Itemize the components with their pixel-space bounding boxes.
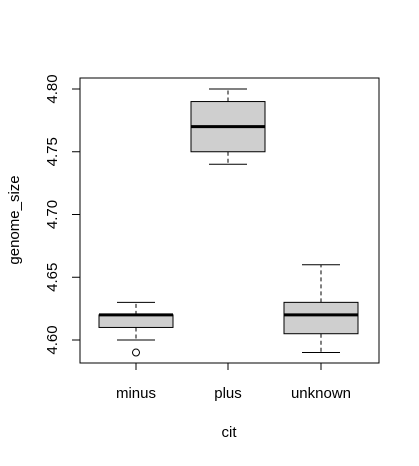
x-tick-label: plus — [214, 385, 242, 402]
box-iqr — [99, 315, 173, 328]
x-axis: minus plus unknown — [116, 363, 351, 402]
boxes-group — [99, 89, 358, 356]
x-tick-label: unknown — [291, 385, 351, 402]
box-iqr — [284, 302, 358, 333]
y-tick-label: 4.75 — [44, 137, 61, 166]
box-plus — [191, 89, 265, 164]
y-tick-label: 4.65 — [44, 263, 61, 292]
y-axis-label: genome_size — [6, 175, 23, 264]
y-tick-label: 4.70 — [44, 200, 61, 229]
y-axis: 4.60 4.65 4.70 4.75 4.80 — [44, 74, 80, 354]
outlier-point — [133, 349, 140, 356]
y-tick-label: 4.60 — [44, 325, 61, 354]
x-axis-label: cit — [222, 424, 238, 441]
y-tick-label: 4.80 — [44, 74, 61, 103]
box-minus — [99, 302, 173, 356]
box-unknown — [284, 265, 358, 353]
x-tick-label: minus — [116, 385, 156, 402]
